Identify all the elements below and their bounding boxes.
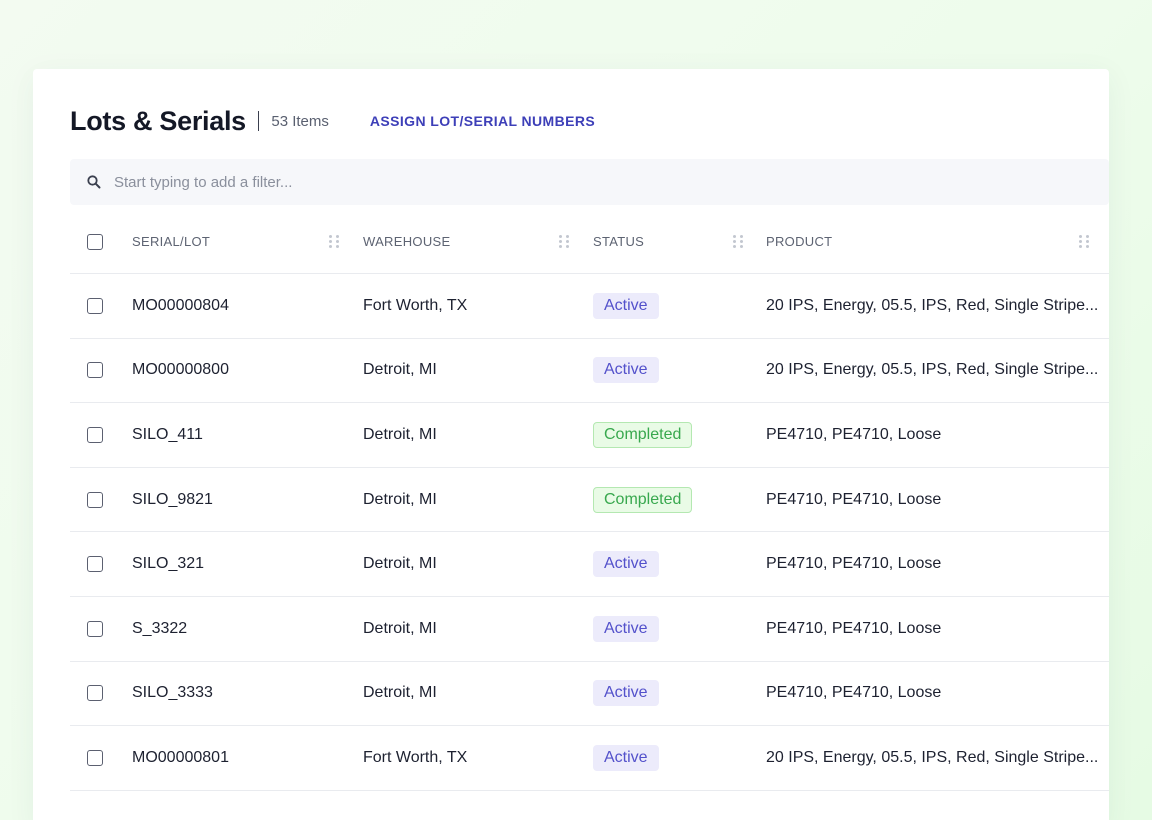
product: PE4710, PE4710, Loose [766,555,942,573]
status-badge: Completed [593,486,693,513]
select-all-checkbox[interactable] [87,233,103,250]
product: 20 IPS, Energy, 05.5, IPS, Red, Single S… [766,748,1099,766]
column-resize-handle-product[interactable] [1079,210,1090,273]
table-row[interactable]: SILO_9821 Detroit, MI Completed PE4710, … [70,468,1109,533]
serial-lot: MO00000801 [132,748,229,766]
warehouse: Detroit, MI [363,619,437,637]
column-resize-handle-serial[interactable] [329,210,340,273]
product: PE4710, PE4710, Loose [766,684,942,702]
warehouse: Detroit, MI [363,555,437,573]
table-header-row: SERIAL/LOT WAREHOUSE STATUS PRODUCT [70,210,1109,274]
serial-lot: SILO_3333 [132,684,213,702]
table-row[interactable]: SILO_321 Detroit, MI Active PE4710, PE47… [70,532,1109,597]
item-count: 53 Items [271,112,329,130]
lots-serials-panel: Lots & Serials 53 Items ASSIGN LOT/SERIA… [33,69,1109,820]
filter-bar[interactable] [70,159,1109,205]
table-row[interactable]: MO00000804 Fort Worth, TX Active 20 IPS,… [70,274,1109,339]
column-header-warehouse[interactable]: WAREHOUSE [363,234,451,249]
status-badge: Active [593,292,659,319]
row-checkbox-cell [87,597,103,661]
product: 20 IPS, Energy, 05.5, IPS, Red, Single S… [766,361,1099,379]
row-checkbox-cell [87,726,103,790]
select-all-cell [87,210,103,273]
serial-lot: MO00000800 [132,361,229,379]
row-checkbox[interactable] [87,426,103,443]
status-badge: Active [593,551,659,578]
row-checkbox[interactable] [87,362,103,379]
product: PE4710, PE4710, Loose [766,490,942,508]
status-badge: Active [593,680,659,707]
status-badge: Completed [593,421,693,448]
table-row[interactable]: MO00000800 Detroit, MI Active 20 IPS, En… [70,339,1109,404]
serial-lot: SILO_9821 [132,490,213,508]
row-checkbox-cell [87,532,103,596]
row-checkbox-cell [87,403,103,467]
row-checkbox-cell [87,662,103,726]
status-badge: Active [593,357,659,384]
table-row[interactable]: S_3322 Detroit, MI Active PE4710, PE4710… [70,597,1109,662]
warehouse: Detroit, MI [363,490,437,508]
page-header: Lots & Serials 53 Items ASSIGN LOT/SERIA… [70,105,595,137]
product: 20 IPS, Energy, 05.5, IPS, Red, Single S… [766,296,1099,314]
warehouse: Fort Worth, TX [363,748,468,766]
serial-lot: SILO_321 [132,555,205,573]
table-row[interactable]: MO00000801 Fort Worth, TX Active 20 IPS,… [70,726,1109,791]
title-divider [257,111,260,131]
warehouse: Fort Worth, TX [363,296,468,314]
serial-lot: S_3322 [132,619,188,637]
column-resize-handle-status[interactable] [733,210,744,273]
page-title: Lots & Serials [70,105,246,136]
product: PE4710, PE4710, Loose [766,425,942,443]
column-header-product[interactable]: PRODUCT [766,234,833,249]
row-checkbox[interactable] [87,749,103,766]
warehouse: Detroit, MI [363,361,437,379]
serial-lot: MO00000804 [132,296,229,314]
column-header-serial[interactable]: SERIAL/LOT [132,234,211,249]
row-checkbox[interactable] [87,297,103,314]
row-checkbox-cell [87,468,103,532]
warehouse: Detroit, MI [363,684,437,702]
lots-table: SERIAL/LOT WAREHOUSE STATUS PRODUCT MO00… [70,210,1109,791]
product: PE4710, PE4710, Loose [766,619,942,637]
status-badge: Active [593,744,659,771]
row-checkbox[interactable] [87,620,103,637]
serial-lot: SILO_411 [132,425,203,443]
search-icon [87,175,101,189]
warehouse: Detroit, MI [363,425,437,443]
table-row[interactable]: SILO_411 Detroit, MI Completed PE4710, P… [70,403,1109,468]
status-badge: Active [593,615,659,642]
filter-input[interactable] [114,173,1014,191]
column-resize-handle-warehouse[interactable] [559,210,570,273]
row-checkbox[interactable] [87,491,103,508]
row-checkbox-cell [87,274,103,338]
assign-lot-serial-button[interactable]: ASSIGN LOT/SERIAL NUMBERS [369,113,596,129]
row-checkbox[interactable] [87,685,103,702]
table-row[interactable]: SILO_3333 Detroit, MI Active PE4710, PE4… [70,662,1109,727]
column-header-status[interactable]: STATUS [593,234,645,249]
row-checkbox-cell [87,339,103,403]
row-checkbox[interactable] [87,556,103,573]
